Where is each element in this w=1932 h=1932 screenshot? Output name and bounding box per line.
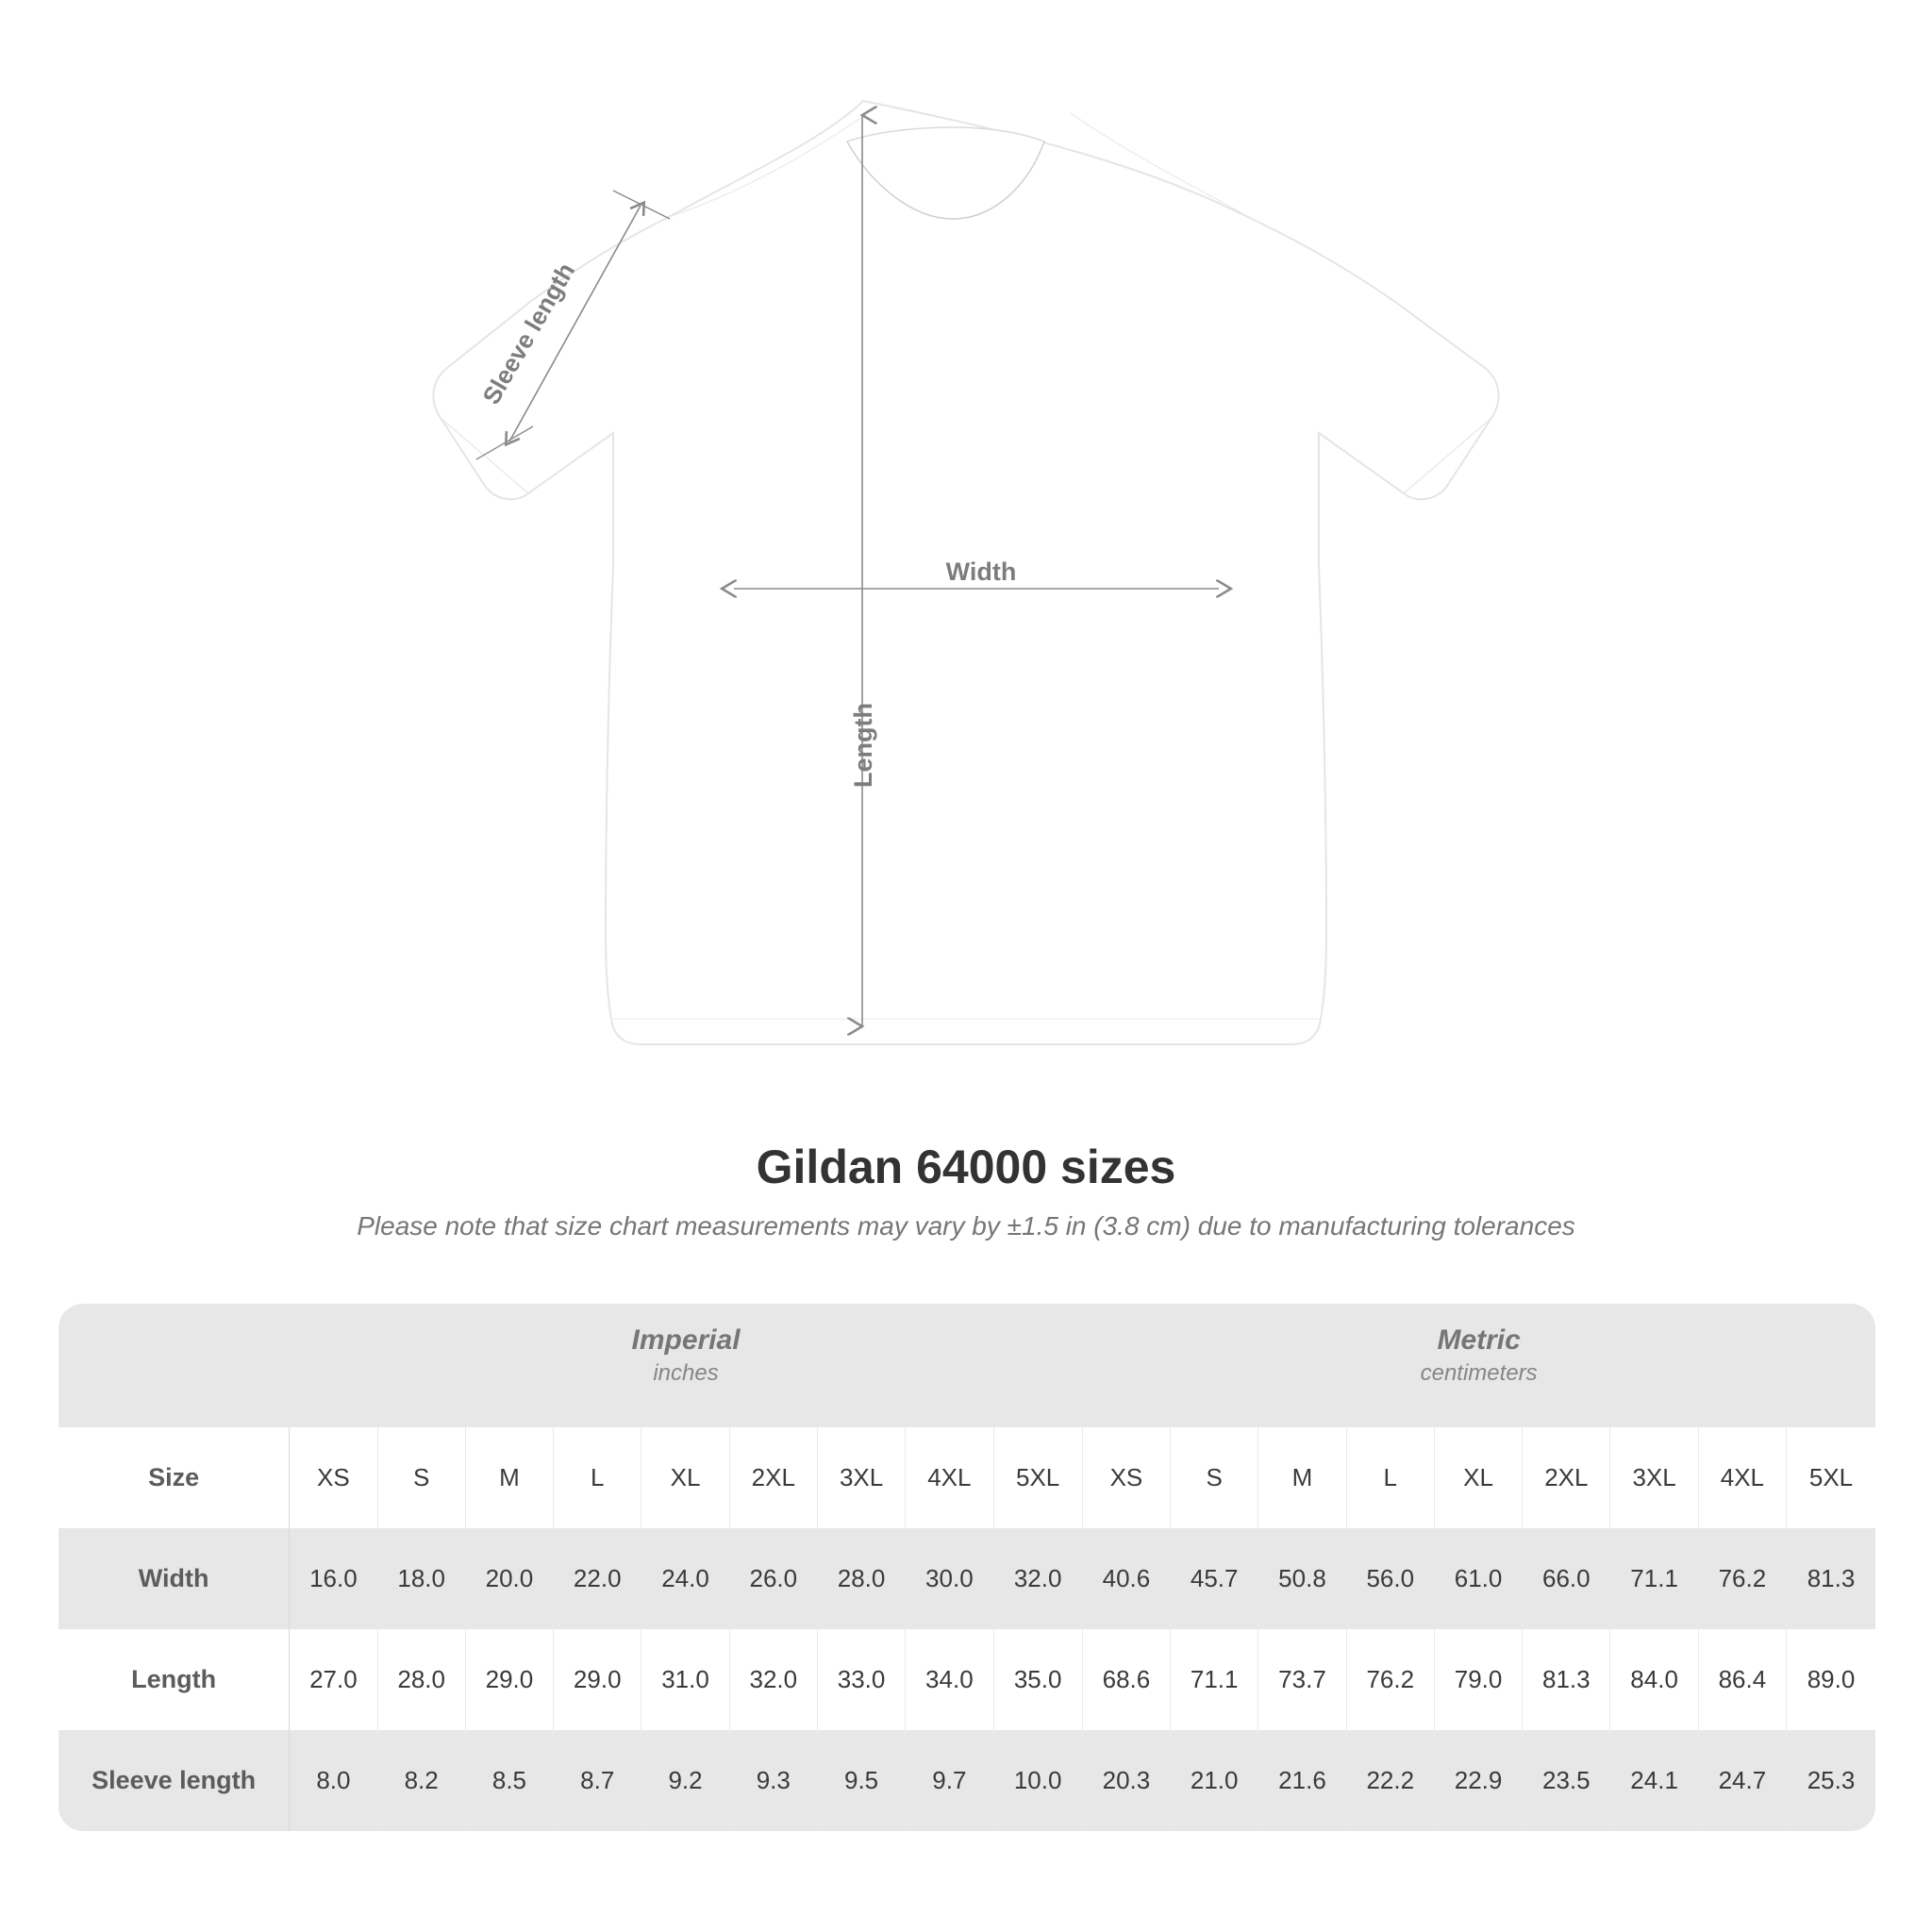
svg-text:Width: Width <box>946 558 1017 586</box>
svg-text:Length: Length <box>849 703 877 788</box>
